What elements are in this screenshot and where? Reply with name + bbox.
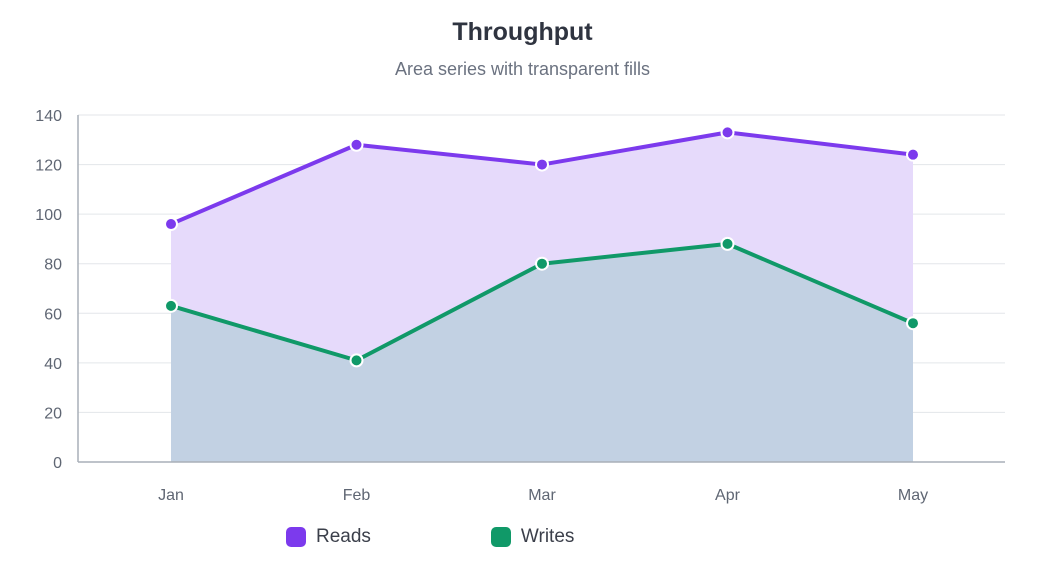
x-tick-label: May	[898, 487, 928, 504]
point-reads-jan[interactable]	[164, 217, 178, 232]
legend-label-writes: Writes	[520, 526, 575, 547]
axes	[77, 115, 1005, 463]
y-tick-label: 120	[35, 158, 62, 175]
chart-title: Throughput	[452, 18, 593, 46]
point-writes-jan[interactable]	[164, 298, 178, 313]
y-tick-label: 100	[35, 207, 62, 224]
y-tick-label: 80	[44, 257, 62, 274]
x-tick-label: Jan	[158, 487, 184, 504]
point-reads-apr[interactable]	[720, 125, 735, 140]
point-writes-feb[interactable]	[349, 353, 364, 368]
legend-label-reads: Reads	[316, 526, 371, 547]
y-tick-label: 0	[53, 455, 62, 472]
x-tick-label: Apr	[715, 487, 741, 504]
point-reads-mar[interactable]	[535, 157, 549, 172]
point-writes-mar[interactable]	[535, 256, 549, 271]
y-tick-label: 40	[44, 356, 62, 373]
legend: Reads Writes	[286, 526, 574, 548]
area-fills	[171, 132, 913, 462]
area-writes	[171, 243, 913, 462]
x-tick-label: Mar	[528, 487, 556, 504]
y-tick-label: 20	[44, 405, 62, 422]
legend-swatch-reads	[286, 527, 306, 547]
point-writes-may[interactable]	[906, 316, 920, 331]
y-tick-label: 140	[35, 108, 62, 125]
tick-labels: 0 20 40 60 80 100 120 140 Jan Feb Mar Apr May	[35, 108, 928, 504]
data-points	[164, 125, 920, 368]
point-reads-may[interactable]	[906, 147, 920, 162]
x-tick-label: Feb	[343, 487, 371, 504]
point-reads-feb[interactable]	[349, 137, 364, 152]
y-tick-label: 60	[44, 306, 62, 323]
legend-item-reads[interactable]: Reads	[286, 526, 371, 548]
point-writes-apr[interactable]	[720, 236, 735, 251]
legend-item-writes[interactable]: Writes	[490, 526, 575, 548]
chart-subtitle: Area series with transparent fills	[394, 59, 651, 79]
legend-swatch-writes	[490, 527, 511, 547]
